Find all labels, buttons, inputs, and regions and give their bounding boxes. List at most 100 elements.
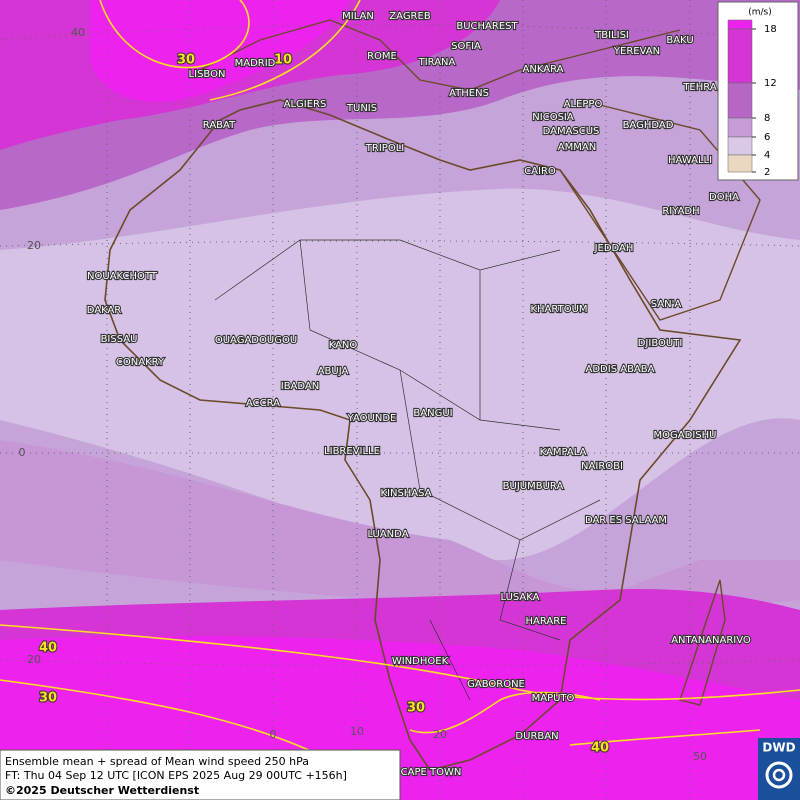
coastline (199, 19, 681, 91)
city-label: CAIRO (524, 166, 556, 177)
city-label: ADDIS ABABA (586, 364, 655, 375)
city-label: KHARTOUM (530, 304, 587, 315)
contour-label: 40 (39, 641, 57, 656)
lat-label: 0 (19, 446, 26, 459)
city-label: TIRANA (418, 57, 456, 68)
legend-label: 18 (764, 24, 777, 35)
logo-icon (772, 768, 786, 782)
city-label: BANGUI (413, 408, 452, 419)
city-label: KINSHASA (380, 488, 431, 499)
city-label: TBILISI (594, 30, 629, 41)
lat-label: 20 (27, 239, 41, 252)
legend-swatch (727, 28, 753, 84)
legend-swatch (727, 117, 753, 138)
city-label: HAWALLI (668, 155, 712, 166)
city-label: SOFIA (451, 41, 481, 52)
city-label: WINDHOEK (392, 656, 449, 667)
legend-label: 12 (764, 78, 777, 89)
city-label: DOHA (709, 192, 739, 203)
city-label: MOGADISHU (654, 430, 717, 441)
wind-area (0, 440, 800, 608)
city-label: TRIPOLI (365, 143, 404, 154)
wind-area (0, 188, 800, 560)
city-label: ALEPPO (564, 99, 603, 110)
city-label: MADRID (235, 58, 276, 69)
city-label: DAMASCUS (543, 126, 600, 137)
city-label: ANTANANARIVO (671, 635, 751, 646)
city-label: DURBAN (515, 731, 558, 742)
city-label: HARARE (525, 616, 566, 627)
logo-icon (765, 761, 793, 789)
city-label: IBADAN (281, 381, 320, 392)
city-label: BUJUMBURA (503, 481, 564, 492)
borders (214, 239, 601, 701)
city-label: DJIBOUTI (638, 338, 683, 349)
lon-label: 10 (350, 725, 364, 738)
contour-label: 30 (177, 53, 195, 68)
legend-swatch (727, 82, 753, 119)
city-label: DAKAR (87, 305, 122, 316)
wind-area (90, 0, 350, 102)
city-label: LUSAKA (501, 592, 540, 603)
legend-swatch (727, 136, 753, 156)
city-label: NAIROBI (581, 461, 623, 472)
legend-label: 8 (764, 113, 770, 124)
city-label: ALGIERS (284, 99, 327, 110)
city-label: YAOUNDE (347, 413, 397, 424)
legend-swatch (727, 19, 753, 30)
city-label: YEREVAN (613, 46, 660, 57)
contour-label: 10 (274, 53, 292, 68)
city-label: ABUJA (318, 366, 349, 377)
city-label: LUANDA (367, 529, 408, 540)
legend-label: 2 (764, 167, 770, 178)
lon-label: 50 (693, 750, 707, 763)
city-label: RABAT (203, 120, 236, 131)
city-label: BISSAU (101, 334, 138, 345)
city-label: AMMAN (558, 142, 596, 153)
city-label: LIBREVILLE (324, 446, 380, 457)
city-label: DAR ES SALAAM (585, 515, 667, 526)
city-label: ANKARA (523, 64, 564, 75)
footer-text: FT: Thu 04 Sep 12 UTC [ICON EPS 2025 Aug… (5, 769, 347, 782)
city-label: LISBON (189, 69, 226, 80)
city-label: BAGHDAD (623, 120, 674, 131)
city-label: CONAKRY (116, 357, 165, 368)
city-label: JEDDAH (594, 243, 634, 254)
legend-swatch (727, 154, 753, 173)
coastline (559, 99, 761, 321)
logo-text: DWD (762, 741, 795, 755)
city-label: NICOSIA (532, 112, 574, 123)
city-label: RIYADH (662, 206, 699, 217)
city-label: GABORONE (467, 679, 525, 690)
city-label: MAPUTO (532, 693, 575, 704)
lon-label: 20 (433, 728, 447, 741)
city-label: ROME (367, 51, 397, 62)
lat-label: 20 (27, 653, 41, 666)
city-label: CAPE TOWN (401, 767, 462, 778)
footer (0, 749, 401, 800)
legend-label: 6 (764, 132, 770, 143)
lat-label: 40 (71, 26, 85, 39)
city-label: ATHENS (449, 88, 489, 99)
city-label: MILAN (342, 11, 374, 22)
city-label: SAN'A (651, 299, 682, 310)
contour-label: 30 (39, 691, 57, 706)
city-label: KAMPALA (540, 447, 587, 458)
lon-label: 0 (270, 728, 277, 741)
coastline (679, 579, 726, 706)
footer-text: ©2025 Deutscher Wetterdienst (5, 784, 199, 797)
legend-label: 4 (764, 150, 770, 161)
city-label: ZAGREB (389, 11, 431, 22)
city-label: OUAGADOUGOU (215, 335, 297, 346)
city-label: TUNIS (346, 103, 377, 114)
contour-label: 40 (591, 741, 609, 756)
legend-unit: (m/s) (748, 8, 772, 18)
footer-text: Ensemble mean + spread of Mean wind spee… (5, 755, 309, 768)
city-label: BAKU (666, 35, 693, 46)
contour-label: 30 (407, 701, 425, 716)
city-label: KANO (329, 340, 358, 351)
city-label: BUCHAREST (456, 21, 518, 32)
city-label: ACCRA (246, 398, 280, 409)
city-label: NOUAKCHOTT (87, 271, 158, 282)
